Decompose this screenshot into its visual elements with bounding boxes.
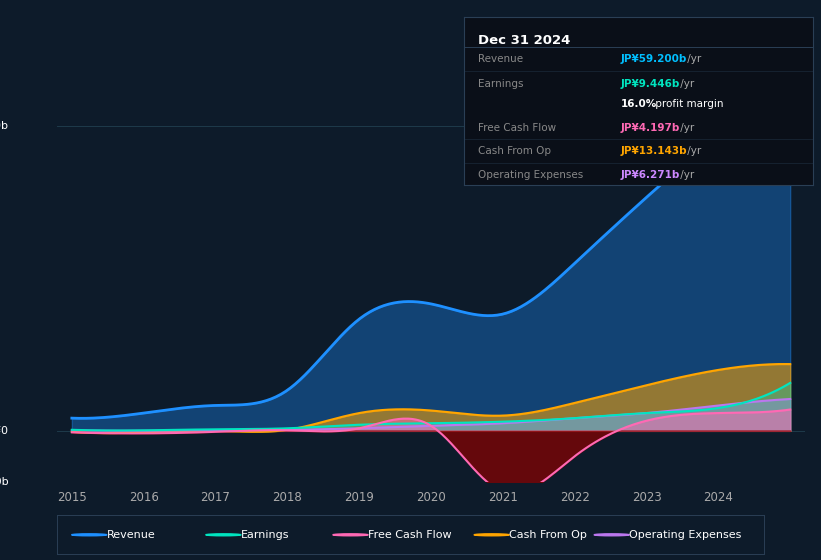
Circle shape [474,534,509,536]
Text: profit margin: profit margin [653,99,724,109]
Text: /yr: /yr [677,79,695,89]
Text: Operating Expenses: Operating Expenses [478,170,583,180]
Text: Earnings: Earnings [478,79,523,89]
Text: Cash From Op: Cash From Op [509,530,587,540]
Text: JP¥59.200b: JP¥59.200b [621,54,687,64]
Text: Free Cash Flow: Free Cash Flow [478,123,556,133]
Text: JP¥9.446b: JP¥9.446b [621,79,681,89]
Text: Free Cash Flow: Free Cash Flow [368,530,452,540]
Text: /yr: /yr [684,146,701,156]
Text: JP¥13.143b: JP¥13.143b [621,146,687,156]
Circle shape [206,534,241,536]
Text: 16.0%: 16.0% [621,99,657,109]
Text: JP¥60b: JP¥60b [0,121,9,131]
Text: /yr: /yr [677,123,695,133]
Circle shape [594,534,630,536]
Text: -JP¥10b: -JP¥10b [0,477,9,487]
Text: Cash From Op: Cash From Op [478,146,551,156]
Text: JP¥0: JP¥0 [0,426,9,436]
Text: JP¥6.271b: JP¥6.271b [621,170,681,180]
Text: Dec 31 2024: Dec 31 2024 [478,34,571,46]
Text: Revenue: Revenue [107,530,156,540]
Text: /yr: /yr [684,54,701,64]
Circle shape [333,534,368,536]
Text: /yr: /yr [677,170,695,180]
Text: Revenue: Revenue [478,54,523,64]
Text: Earnings: Earnings [241,530,290,540]
Text: JP¥4.197b: JP¥4.197b [621,123,681,133]
Circle shape [71,534,107,536]
Text: Operating Expenses: Operating Expenses [630,530,741,540]
